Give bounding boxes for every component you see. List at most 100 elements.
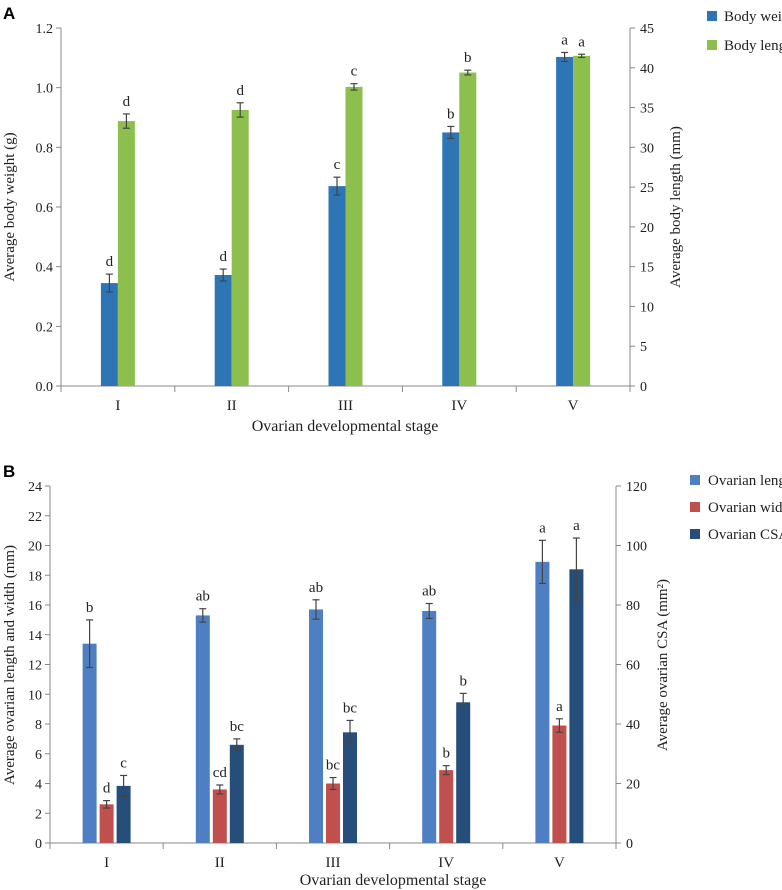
y2-tick-label-30: 30 (640, 141, 654, 156)
y2-tick-label-60: 60 (626, 659, 640, 674)
panel-a-right-ticks: 0 5 10 15 20 25 30 35 40 45 (630, 22, 654, 395)
y2-tick-label-80: 80 (626, 599, 640, 614)
y2-tick-label-0: 0 (626, 837, 633, 852)
significance-letter-ovarian-csa-ii: bc (230, 719, 245, 735)
y2-tick-label-45: 45 (640, 22, 654, 37)
significance-letter-ovarian-width-iv: b (442, 746, 450, 762)
y-tick-label-0-4: 0.4 (36, 261, 54, 276)
bar-ovarian-length-v (535, 561, 550, 843)
bar-body-length-i (117, 121, 135, 386)
bar-body-weight-iii (328, 186, 346, 386)
x-category-label-i: I (104, 855, 109, 871)
error-bar-ovarian-length-v (538, 539, 546, 585)
error-bar-ovarian-csa-iii (346, 719, 354, 745)
y2-tick-label-0: 0 (640, 380, 647, 395)
significance-letter-ovarian-width-i: d (103, 781, 111, 797)
panel-b-x-label: Ovarian developmental stage (300, 872, 487, 889)
legend-swatch-body-weight (707, 11, 717, 21)
error-bar-ovarian-width-iv (442, 765, 450, 776)
panel-b-x-ticks: I II III IV V (49, 843, 617, 871)
significance-letter-body-length-i: d (123, 94, 131, 110)
y-tick-label-22: 22 (28, 510, 42, 525)
y-tick-label-8: 8 (35, 718, 42, 733)
panel-a-y-label: Average body weight (g) (2, 132, 18, 281)
significance-letter-ovarian-csa-v: a (573, 518, 580, 534)
bar-body-length-iv (459, 72, 477, 386)
legend-swatch-ovarian-width (690, 502, 700, 512)
bar-body-weight-iv (442, 132, 460, 386)
y2-tick-label-20: 20 (640, 221, 654, 236)
significance-letter-body-weight-ii: d (219, 249, 227, 265)
significance-letter-ovarian-csa-i: c (120, 755, 127, 771)
significance-letter-ovarian-length-ii: ab (196, 589, 210, 605)
y2-tick-label-5: 5 (640, 340, 647, 355)
error-bar-ovarian-csa-v (572, 537, 580, 602)
x-category-label-v: V (568, 398, 579, 414)
y-tick-label-16: 16 (28, 599, 42, 614)
panel-b-right-ticks: 0 20 40 60 80 100 120 (616, 480, 647, 852)
bar-ovarian-length-ii (195, 615, 210, 843)
error-bar-ovarian-csa-i (120, 774, 128, 797)
bar-body-length-v (573, 55, 591, 386)
significance-letter-body-length-iv: b (464, 50, 472, 66)
panel-a-legend: Body weight Body length (707, 9, 782, 54)
bar-ovarian-csa-ii (229, 744, 244, 843)
y-tick-label-0: 0 (35, 837, 42, 852)
significance-letter-ovarian-width-v: a (556, 699, 563, 715)
error-bar-body-length-ii (236, 102, 244, 118)
significance-letter-body-length-iii: c (351, 64, 358, 80)
y2-tick-label-100: 100 (626, 540, 647, 555)
panel-b-y-label: Average ovarian length and width (mm) (2, 545, 18, 785)
legend-swatch-ovarian-csa (690, 529, 700, 539)
bar-body-weight-i (100, 283, 118, 386)
bar-ovarian-width-iv (439, 770, 454, 843)
panel-a: A 0.0 0.2 0.4 0.6 0.8 1.0 1.2 0 5 10 15 20 25 30 35 40… (2, 4, 782, 435)
y-tick-label-18: 18 (28, 569, 42, 584)
x-category-label-i: I (115, 398, 120, 414)
bar-ovarian-csa-i (116, 785, 131, 843)
legend-label-body-weight: Body weight (724, 9, 782, 25)
legend-label-ovarian-width: Ovarian width (708, 500, 782, 516)
y-tick-label-12: 12 (28, 659, 42, 674)
y-tick-label-2: 2 (35, 807, 42, 822)
panel-a-bars: d d c b a d d c b a (100, 32, 591, 387)
bar-body-weight-ii (214, 275, 232, 386)
error-bar-body-weight-iii (333, 176, 341, 196)
legend-label-ovarian-csa: Ovarian CSA (708, 527, 782, 543)
bar-body-length-ii (231, 109, 249, 386)
legend-swatch-body-length (707, 40, 717, 50)
y-tick-label-14: 14 (28, 629, 42, 644)
significance-letter-ovarian-length-i: b (86, 600, 94, 616)
significance-letter-ovarian-length-v: a (539, 520, 546, 536)
significance-letter-body-weight-iv: b (447, 106, 455, 122)
y-tick-label-0-2: 0.2 (36, 320, 54, 335)
error-bar-ovarian-csa-iv (459, 692, 467, 712)
y-tick-label-1-0: 1.0 (36, 82, 54, 97)
error-bar-body-weight-v (561, 51, 569, 63)
error-bar-ovarian-length-ii (199, 608, 207, 623)
significance-letter-body-weight-i: d (106, 254, 114, 270)
y-tick-label-0-0: 0.0 (36, 380, 54, 395)
bar-ovarian-csa-v (569, 569, 584, 843)
y-tick-label-1-2: 1.2 (36, 22, 54, 37)
significance-letter-body-length-ii: d (236, 83, 244, 99)
panel-a-x-label: Ovarian developmental stage (252, 418, 439, 435)
significance-letter-ovarian-csa-iii: bc (343, 700, 358, 716)
error-bar-ovarian-length-i (86, 619, 94, 669)
error-bar-ovarian-width-i (103, 800, 111, 809)
significance-letter-body-length-v: a (578, 34, 585, 50)
x-category-label-iii: III (338, 398, 353, 414)
y2-tick-label-40: 40 (626, 718, 640, 733)
y2-tick-label-15: 15 (640, 261, 654, 276)
bar-ovarian-length-iv (422, 610, 437, 843)
significance-letter-ovarian-width-ii: cd (213, 765, 228, 781)
x-category-label-iii: III (326, 855, 341, 871)
y-tick-label-0-8: 0.8 (36, 141, 54, 156)
y2-tick-label-40: 40 (640, 62, 654, 77)
error-bar-body-length-v (578, 53, 586, 59)
significance-letter-body-weight-iii: c (334, 157, 341, 173)
y2-tick-label-35: 35 (640, 102, 654, 117)
